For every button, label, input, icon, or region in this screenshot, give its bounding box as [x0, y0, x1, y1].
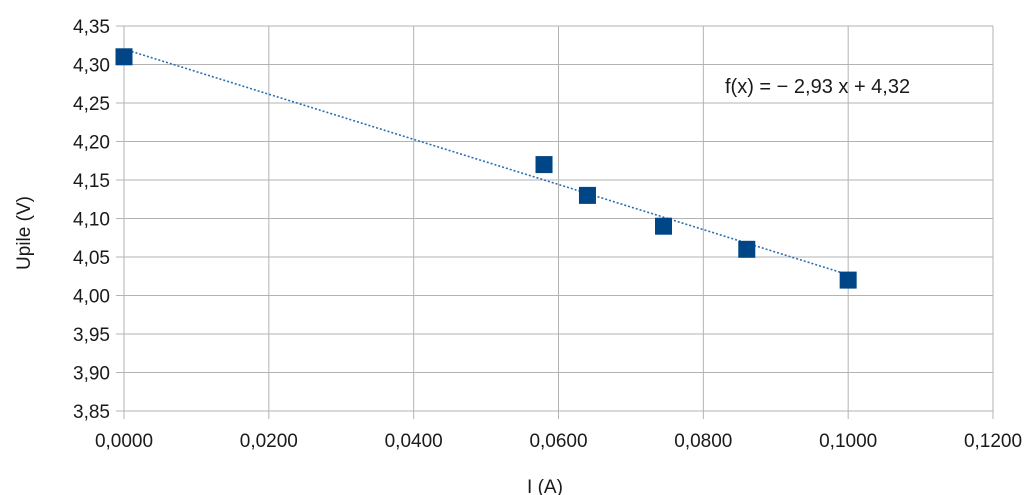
x-tick-label: 0,1000 [819, 431, 877, 452]
grid [116, 25, 994, 419]
x-tick-label: 0,0800 [674, 431, 732, 452]
x-tick-label: 0,1200 [964, 431, 1022, 452]
y-tick-label: 4,00 [73, 287, 110, 308]
y-tick-label: 3,85 [73, 402, 110, 423]
data-points [115, 48, 857, 289]
data-point [839, 271, 857, 289]
data-point [115, 48, 133, 66]
y-tick-label: 4,05 [73, 248, 110, 269]
y-tick-label: 4,10 [73, 210, 110, 231]
y-tick-labels: 4,35 4,30 4,25 4,20 4,15 4,10 4,05 4,00 3,95 3,90… [73, 17, 110, 423]
trendline [123, 48, 849, 276]
x-tick-labels: 0,0000 0,0200 0,0400 0,0600 0,0800 0,1000 0,12… [95, 431, 1022, 452]
data-point [738, 240, 756, 258]
x-tick-label: 0,0200 [240, 431, 298, 452]
trendline-equation: f(x) = − 2,93 x + 4,32 [725, 76, 910, 98]
data-point [578, 186, 596, 204]
y-tick-label: 4,20 [73, 133, 110, 154]
x-axis-title: I (A) [527, 477, 563, 495]
x-tick-label: 0,0600 [529, 431, 587, 452]
x-tick-label: 0,0000 [95, 431, 153, 452]
x-tick-label: 0,0400 [385, 431, 443, 452]
data-point [655, 217, 673, 235]
y-tick-label: 3,90 [73, 364, 110, 385]
data-point [535, 156, 553, 174]
y-tick-label: 4,35 [73, 17, 110, 38]
y-tick-label: 3,95 [73, 325, 110, 346]
y-tick-label: 4,15 [73, 171, 110, 192]
y-axis-title: Upile (V) [14, 196, 35, 270]
y-tick-label: 4,25 [73, 94, 110, 115]
y-tick-label: 4,30 [73, 56, 110, 77]
